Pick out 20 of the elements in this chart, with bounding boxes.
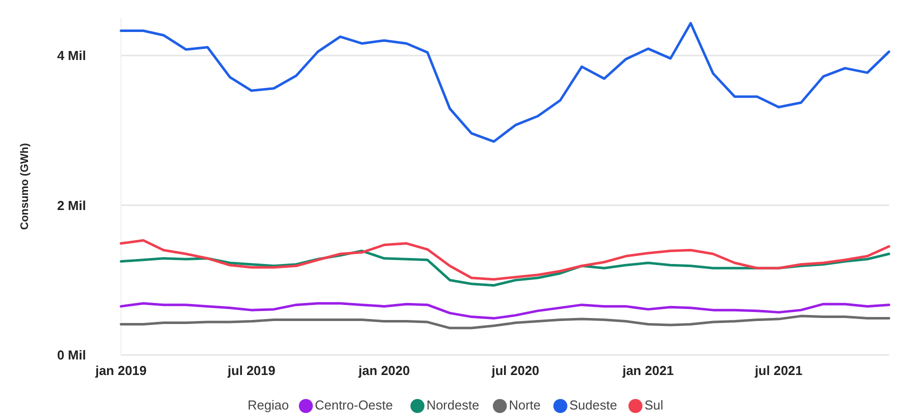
x-tick-label: jul 2021 (754, 363, 803, 378)
y-tick-label: 0 Mil (57, 348, 86, 363)
legend-label: Norte (508, 398, 541, 413)
y-tick-label: 2 Mil (57, 198, 86, 213)
x-tick-label: jan 2021 (621, 363, 674, 378)
line-series (120, 22, 890, 143)
y-tick-label: 4 Mil (57, 48, 86, 63)
y-axis-title: Consumo (GWh) (19, 142, 31, 230)
legend-title: Regiao (248, 398, 289, 413)
x-tick-label: jul 2019 (226, 363, 276, 378)
legend-label: Sul (644, 398, 664, 413)
legend-label: Nordeste (426, 398, 480, 413)
x-tick-label: jul 2020 (490, 363, 540, 378)
line-series (120, 314, 890, 330)
line-series (120, 302, 890, 320)
x-tick-label: jan 2019 (94, 363, 147, 378)
line-series (120, 239, 890, 281)
legend-label: Sudeste (569, 398, 618, 413)
legend-label: Centro-Oeste (314, 398, 393, 413)
x-tick-label: jan 2020 (358, 363, 410, 378)
